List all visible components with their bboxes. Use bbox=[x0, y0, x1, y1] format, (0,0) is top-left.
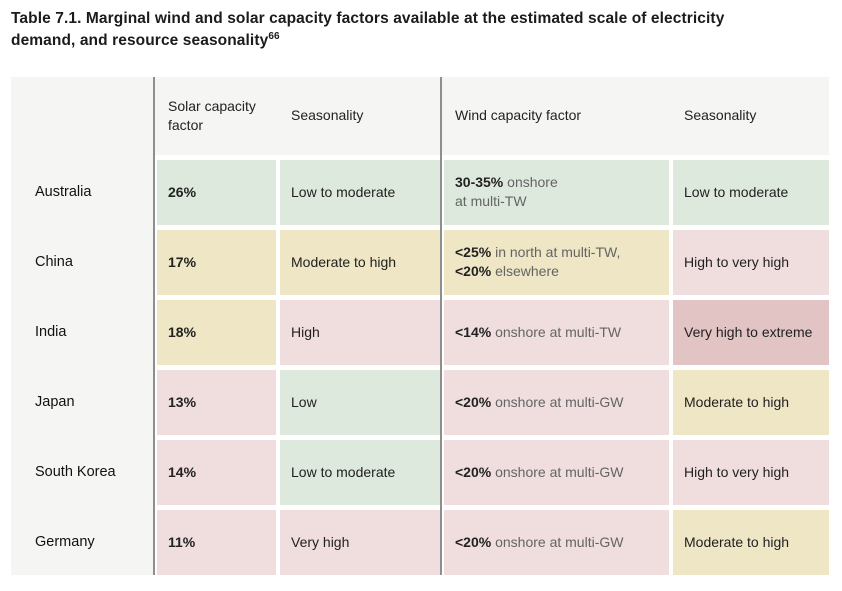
wind-cf-value: <25% bbox=[455, 243, 492, 260]
country-label: China bbox=[35, 254, 73, 271]
wind-cf-text: <25% in north at multi-TW, <20% elsewher… bbox=[455, 243, 620, 282]
divider-line-right bbox=[440, 76, 442, 575]
column-header-country bbox=[11, 77, 153, 155]
column-header-wind-cf: Wind capacity factor bbox=[455, 107, 582, 124]
solar-cf-cell: 17% bbox=[157, 229, 276, 295]
solar-cf-value: 18% bbox=[168, 323, 197, 340]
table-grid: Solar capacity factor Seasonality Wind c… bbox=[11, 77, 829, 575]
table-title-text: Table 7.1. Marginal wind and solar capac… bbox=[11, 10, 725, 50]
wind-cf-cell: 30-35% onshore at multi-TW bbox=[444, 159, 669, 225]
solar-seasonality-cell: High bbox=[280, 299, 440, 365]
solar-cf-cell: 14% bbox=[157, 439, 276, 505]
solar-cf-cell: 26% bbox=[157, 159, 276, 225]
wind-cf-value: <20% bbox=[455, 533, 492, 550]
wind-seasonality-cell: Low to moderate bbox=[673, 159, 829, 225]
column-header-solar-cf: Solar capacity factor bbox=[168, 98, 256, 133]
table: Solar capacity factor Seasonality Wind c… bbox=[11, 76, 829, 575]
column-header-solar-seasonality: Seasonality bbox=[291, 107, 364, 124]
wind-seasonality-cell: Very high to extreme bbox=[673, 299, 829, 365]
wind-cf-value: <20% bbox=[455, 263, 492, 280]
wind-cf-text: <14% onshore at multi-TW bbox=[455, 323, 621, 343]
country-label: India bbox=[35, 324, 67, 341]
wind-cf-cell: <20% onshore at multi-GW bbox=[444, 509, 669, 575]
wind-cf-value: <20% bbox=[455, 463, 492, 480]
wind-cf-text: <20% onshore at multi-GW bbox=[455, 463, 623, 483]
wind-cf-text: <20% onshore at multi-GW bbox=[455, 393, 623, 413]
footnote-ref: 66 bbox=[268, 31, 280, 43]
wind-seasonality-cell: High to very high bbox=[673, 439, 829, 505]
wind-cf-value: 30-35% bbox=[455, 173, 504, 190]
country-label: Australia bbox=[35, 184, 92, 201]
solar-cf-value: 13% bbox=[168, 393, 197, 410]
wind-cf-note: onshore at multi-TW bbox=[491, 323, 622, 340]
wind-cf-note: onshore at multi-GW bbox=[491, 533, 624, 550]
country-column-band bbox=[11, 76, 153, 575]
solar-cf-cell: 18% bbox=[157, 299, 276, 365]
wind-seasonality-cell: High to very high bbox=[673, 229, 829, 295]
country-label: Germany bbox=[35, 534, 95, 551]
wind-cf-cell: <20% onshore at multi-GW bbox=[444, 439, 669, 505]
wind-cf-note: onshore at multi-GW bbox=[491, 393, 624, 410]
solar-cf-value: 17% bbox=[168, 253, 197, 270]
wind-cf-note: elsewhere bbox=[491, 263, 559, 280]
solar-seasonality-cell: Low to moderate bbox=[280, 159, 440, 225]
column-header-wind-seasonality: Seasonality bbox=[684, 107, 757, 124]
solar-seasonality-cell: Low to moderate bbox=[280, 439, 440, 505]
country-label: Japan bbox=[35, 394, 75, 411]
wind-cf-note: in north at multi-TW, bbox=[495, 243, 621, 260]
wind-seasonality-cell: Moderate to high bbox=[673, 509, 829, 575]
wind-seasonality-cell: Moderate to high bbox=[673, 369, 829, 435]
wind-cf-text: 30-35% onshore at multi-TW bbox=[455, 173, 558, 212]
solar-seasonality-cell: Low bbox=[280, 369, 440, 435]
solar-cf-cell: 13% bbox=[157, 369, 276, 435]
country-label: South Korea bbox=[35, 464, 116, 481]
page-title: Table 7.1. Marginal wind and solar capac… bbox=[11, 8, 769, 53]
solar-seasonality-cell: Moderate to high bbox=[280, 229, 440, 295]
wind-cf-value: <20% bbox=[455, 393, 492, 410]
wind-cf-note: onshore at multi-GW bbox=[491, 463, 624, 480]
solar-cf-value: 11% bbox=[168, 533, 196, 550]
solar-cf-cell: 11% bbox=[157, 509, 276, 575]
wind-cf-cell: <20% onshore at multi-GW bbox=[444, 369, 669, 435]
wind-cf-text: <20% onshore at multi-GW bbox=[455, 533, 623, 553]
wind-cf-cell: <14% onshore at multi-TW bbox=[444, 299, 669, 365]
wind-cf-cell: <25% in north at multi-TW, <20% elsewher… bbox=[444, 229, 669, 295]
solar-seasonality-cell: Very high bbox=[280, 509, 440, 575]
divider-line-left bbox=[153, 76, 155, 575]
wind-cf-value: <14% bbox=[455, 323, 492, 340]
wind-cf-note: onshore at multi-TW bbox=[455, 173, 558, 210]
solar-cf-value: 14% bbox=[168, 463, 197, 480]
solar-cf-value: 26% bbox=[168, 183, 197, 200]
